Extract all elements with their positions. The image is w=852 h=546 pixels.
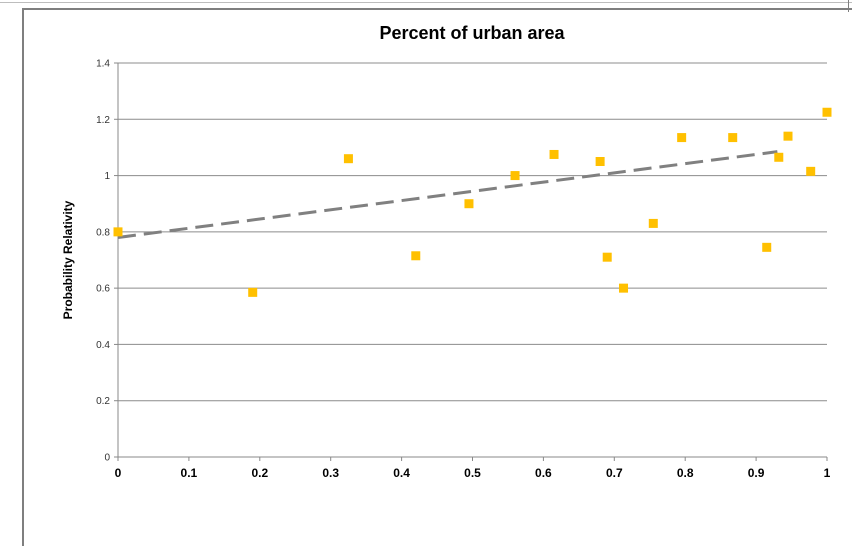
x-tick-label: 0.6 (535, 466, 552, 480)
x-tick-label: 0.8 (677, 466, 694, 480)
chart-title: Percent of urban area (379, 23, 565, 43)
data-points (113, 107, 832, 297)
x-tick-label: 0.2 (251, 466, 268, 480)
data-point (248, 287, 258, 297)
data-point (822, 107, 832, 117)
x-tick-label: 0.4 (393, 466, 410, 480)
y-tick-label: 0.8 (96, 227, 110, 238)
data-point (343, 154, 353, 164)
x-tick-label: 1 (824, 466, 831, 480)
y-tick-labels: 0 0.2 0.4 0.6 0.8 1 1.2 1.4 (96, 59, 118, 464)
y-tick-label: 1.4 (96, 59, 110, 70)
x-tick-label: 0.9 (748, 466, 765, 480)
x-tick-label: 0 (115, 466, 122, 480)
window-top-border (0, 0, 852, 10)
data-point (806, 166, 816, 176)
x-tick-labels: 0 0.1 0.2 0.3 0.4 0.5 0.6 0.7 0.8 0.9 1 (115, 457, 831, 480)
x-tick-label: 0.5 (464, 466, 481, 480)
y-axis-label: Probability Relativity (61, 200, 75, 319)
y-tick-label: 0.4 (96, 340, 110, 351)
data-point (774, 152, 784, 162)
trendline-group (117, 150, 778, 239)
gridlines (118, 62, 827, 402)
data-point (411, 251, 421, 261)
trendline (117, 150, 778, 239)
data-point (728, 133, 738, 143)
y-tick-label: 0.2 (96, 396, 110, 407)
x-tick-label: 0.1 (181, 466, 198, 480)
y-tick-label: 1 (104, 171, 110, 182)
data-point (510, 171, 520, 181)
data-point (602, 252, 612, 262)
window-right-edge (848, 0, 852, 12)
x-tick-label: 0.3 (322, 466, 339, 480)
data-point (677, 133, 687, 143)
data-point (648, 218, 658, 228)
window-left-border (0, 8, 24, 546)
data-point (549, 149, 559, 159)
data-point (464, 199, 474, 209)
y-tick-label: 0 (104, 453, 110, 464)
window-top-inner-border (0, 0, 852, 3)
data-point (113, 227, 123, 237)
y-tick-label: 0.6 (96, 284, 110, 295)
x-tick-label: 0.7 (606, 466, 623, 480)
data-point (783, 131, 793, 141)
data-point (762, 242, 772, 252)
data-point (595, 157, 605, 166)
data-point (619, 283, 629, 293)
y-tick-label: 1.2 (96, 115, 110, 126)
